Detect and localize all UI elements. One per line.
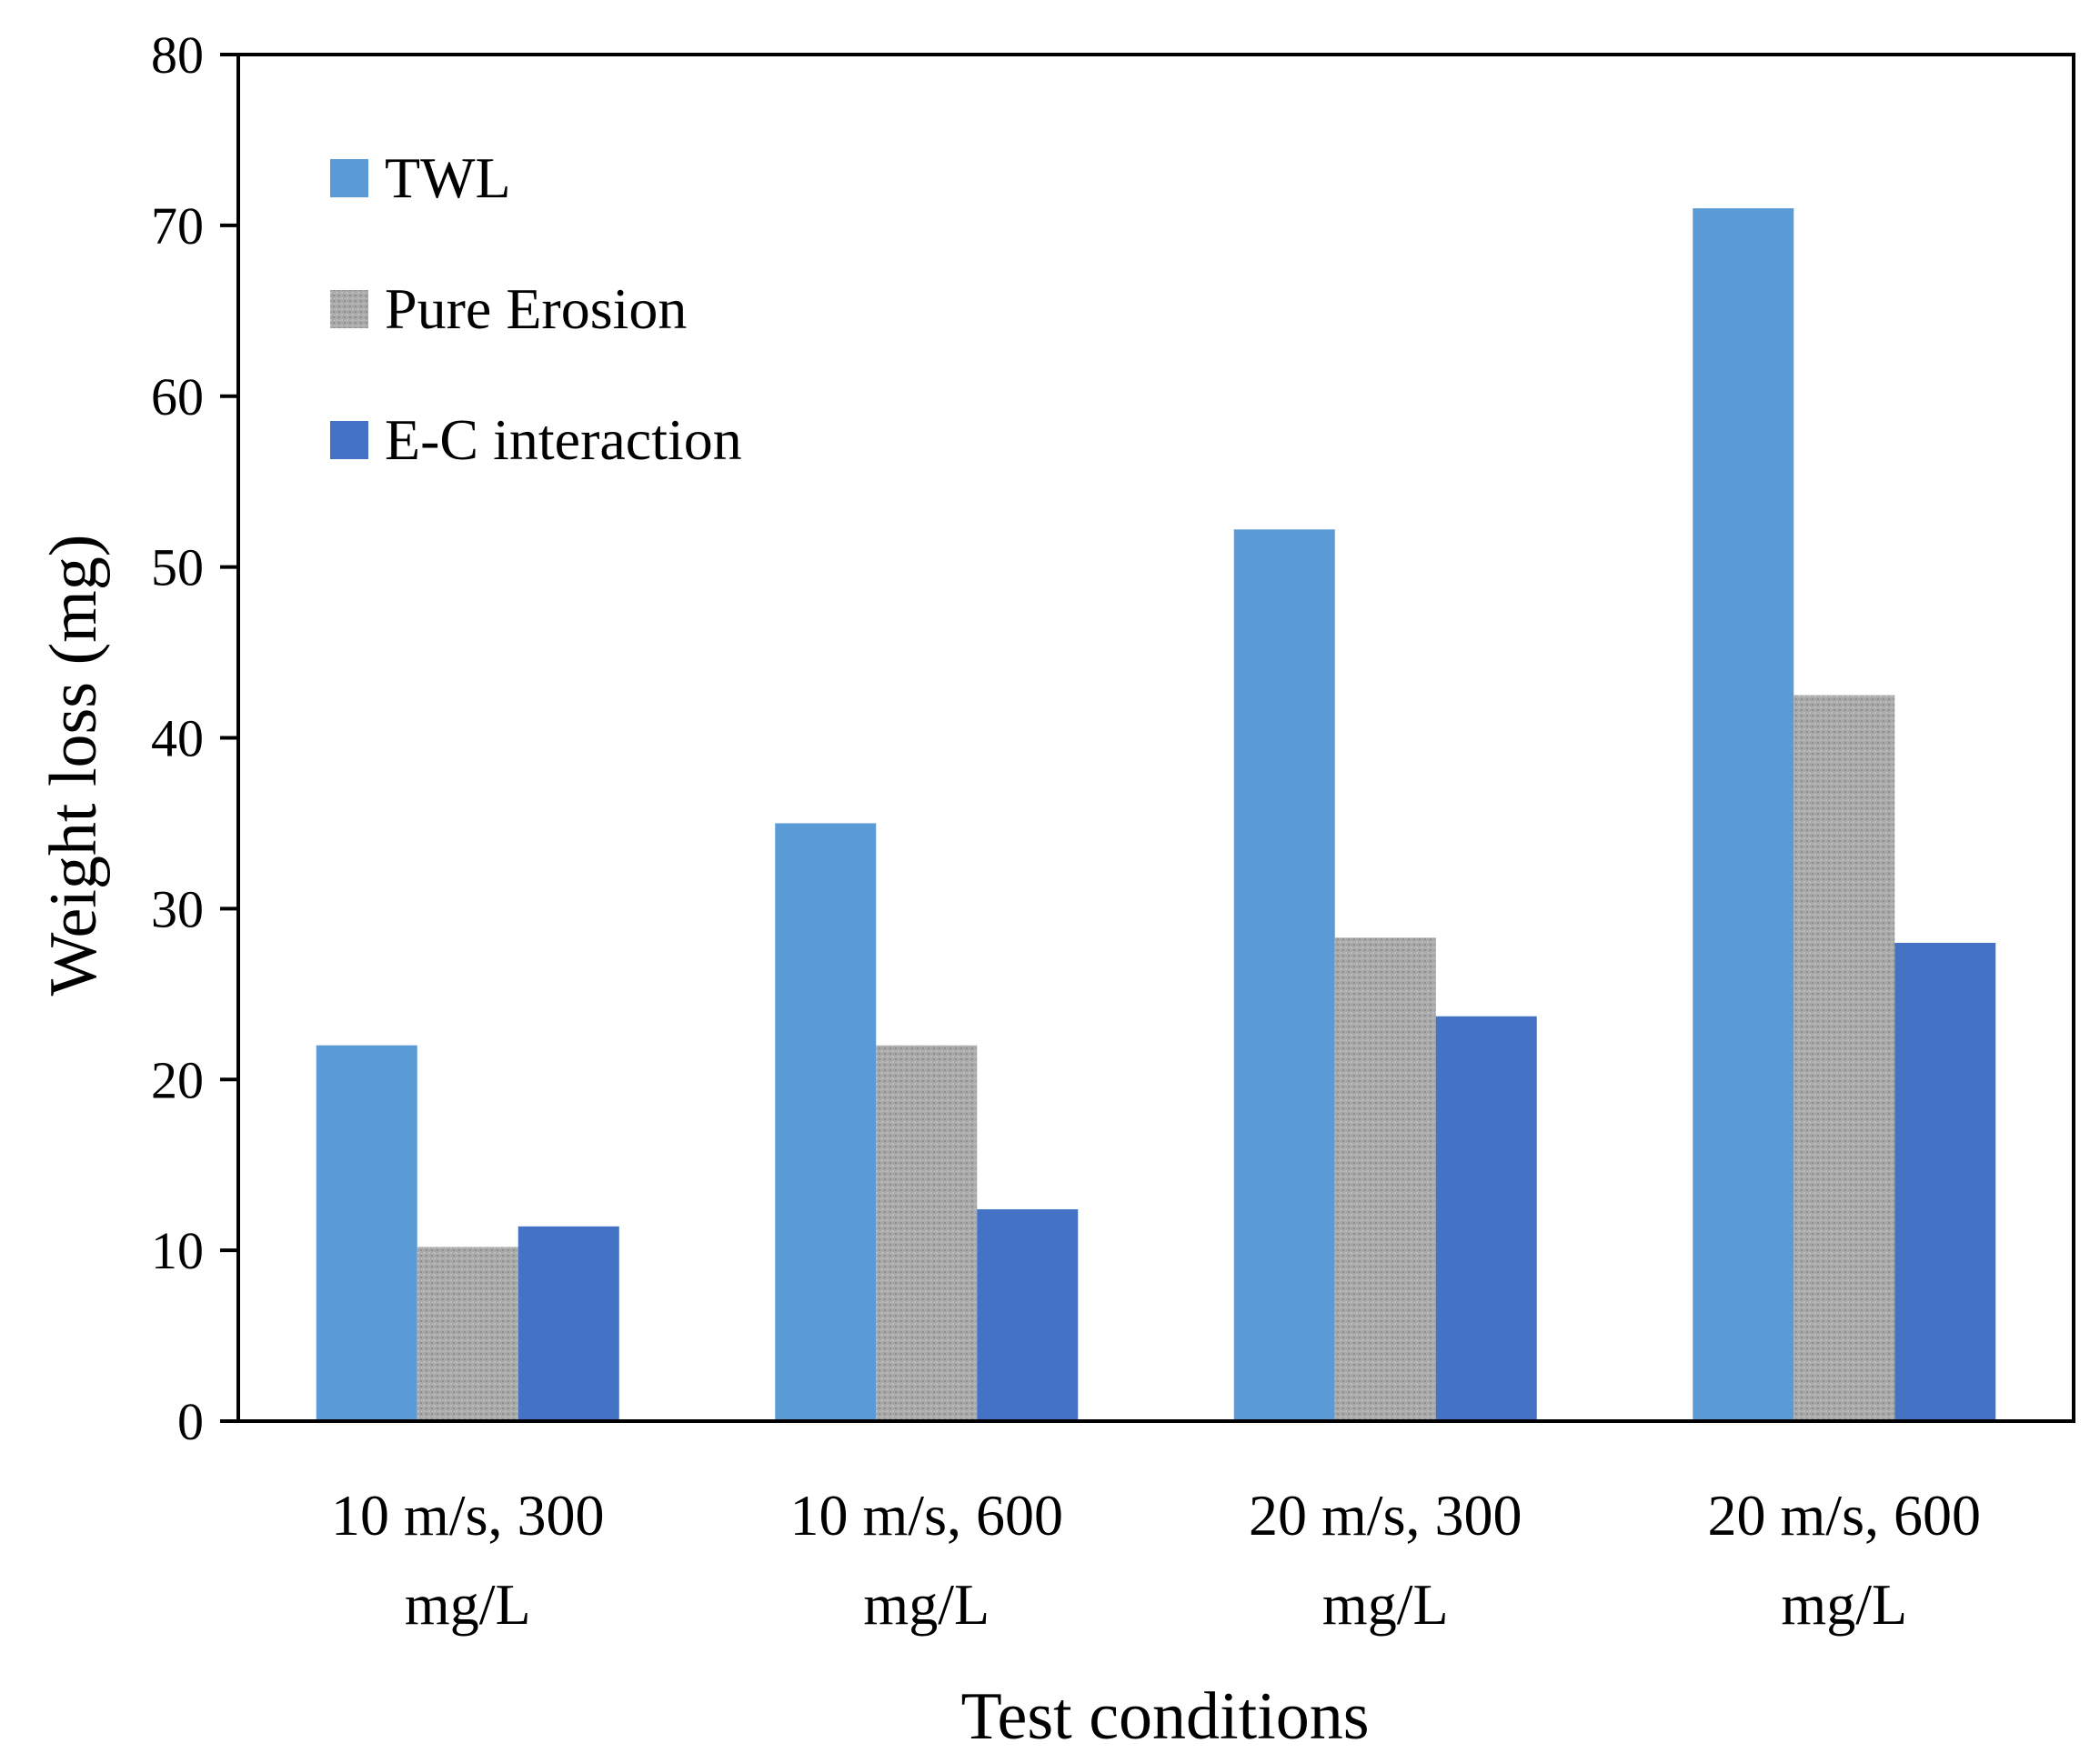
bar-pure-erosion-4 <box>1794 695 1895 1421</box>
y-tick-label: 0 <box>177 1392 204 1451</box>
legend-swatch <box>330 159 368 197</box>
x-category-label: 10 m/s, 600 <box>790 1483 1063 1548</box>
x-category-label: mg/L <box>405 1572 531 1637</box>
bar-pure-erosion-2 <box>876 1045 978 1421</box>
bar-e-c-interaction-4 <box>1894 942 1996 1421</box>
x-category-label: mg/L <box>1781 1572 1907 1637</box>
y-tick-label: 30 <box>151 879 204 938</box>
y-tick-label: 10 <box>151 1221 204 1280</box>
bar-twl-3 <box>1233 529 1335 1421</box>
x-category-labels: 10 m/s, 300 mg/L 10 m/s, 600 mg/L 20 m/s, 30… <box>331 1483 1981 1637</box>
x-category-label: 10 m/s, 300 <box>331 1483 604 1548</box>
x-axis-title: Test conditions <box>960 1679 1369 1753</box>
x-category-label: 20 m/s, 300 <box>1249 1483 1522 1548</box>
x-category-label: 20 m/s, 600 <box>1708 1483 1981 1548</box>
y-tick-label: 60 <box>151 367 204 426</box>
y-tick-labels: 0 10 20 30 40 50 60 70 80 <box>151 25 204 1451</box>
bar-e-c-interaction-2 <box>977 1209 1079 1421</box>
bar-twl-2 <box>775 823 877 1421</box>
x-category-label: mg/L <box>863 1572 990 1637</box>
axes <box>220 53 2075 1423</box>
legend-label: E-C interaction <box>385 407 742 472</box>
y-tick-label: 80 <box>151 25 204 85</box>
bar-e-c-interaction-1 <box>517 1226 619 1421</box>
bar-pure-erosion-3 <box>1334 937 1436 1421</box>
y-tick-label: 50 <box>151 538 204 597</box>
y-tick-label: 20 <box>151 1050 204 1109</box>
legend: TWL Pure Erosion E-C interaction <box>330 145 742 472</box>
bar-twl-4 <box>1693 208 1794 1421</box>
legend-swatch <box>330 421 368 459</box>
bar-pure-erosion-1 <box>417 1247 518 1421</box>
bar-e-c-interaction-3 <box>1435 1016 1537 1421</box>
legend-swatch <box>330 290 368 328</box>
y-tick-label: 70 <box>151 196 204 255</box>
bar-twl-1 <box>316 1045 417 1421</box>
y-axis-title: Weight loss (mg) <box>36 535 111 997</box>
x-category-label: mg/L <box>1322 1572 1449 1637</box>
y-tick-label: 40 <box>151 709 204 768</box>
legend-label: TWL <box>385 145 511 210</box>
legend-label: Pure Erosion <box>385 276 687 341</box>
bars <box>316 208 1996 1421</box>
